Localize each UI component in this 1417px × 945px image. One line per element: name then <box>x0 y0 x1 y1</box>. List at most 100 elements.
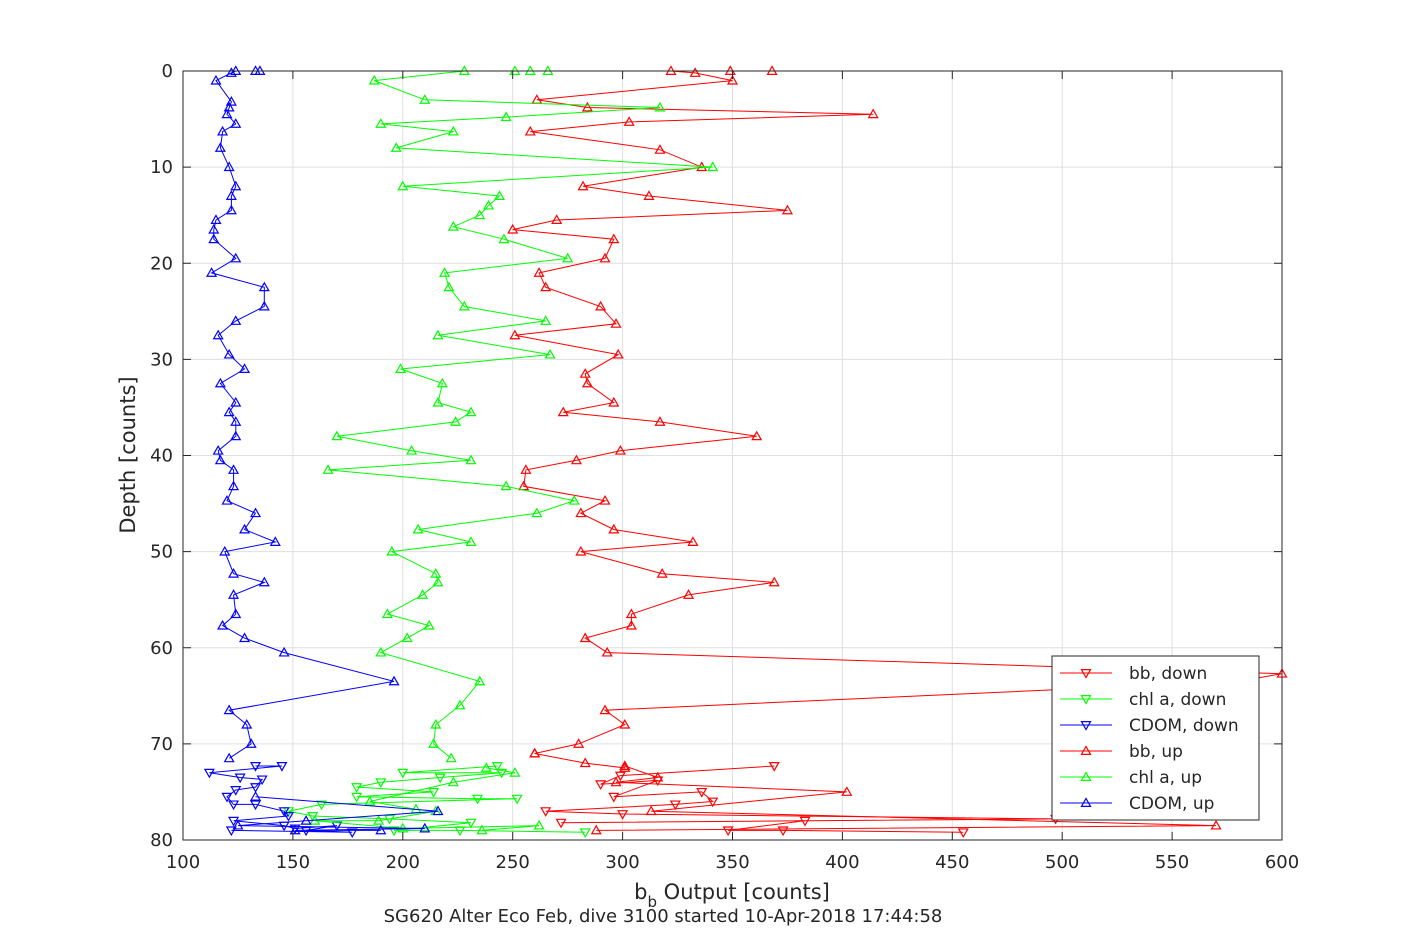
data-point <box>610 318 622 328</box>
data-point <box>269 536 281 546</box>
series-line <box>237 796 439 831</box>
data-point <box>568 494 580 505</box>
data-point <box>590 824 602 835</box>
data-point <box>406 444 418 455</box>
x-tick-label: 500 <box>1045 852 1079 873</box>
data-point <box>221 108 233 119</box>
series-layer <box>203 65 1288 839</box>
series-1 <box>282 762 591 839</box>
data-point <box>223 704 235 715</box>
legend-marker <box>1080 721 1092 731</box>
data-point <box>419 94 431 104</box>
data-point <box>368 74 380 85</box>
data-point <box>419 822 431 833</box>
data-point <box>612 348 624 359</box>
data-point <box>397 180 409 191</box>
data-point <box>493 190 506 200</box>
data-point <box>579 632 591 643</box>
data-point <box>388 826 400 837</box>
y-tick-label: 60 <box>150 638 173 659</box>
data-point <box>573 738 585 748</box>
data-point <box>214 454 226 465</box>
data-point <box>212 329 224 340</box>
data-point <box>768 762 780 772</box>
data-point <box>474 675 486 686</box>
data-point <box>643 190 655 200</box>
data-point <box>465 406 477 417</box>
series-7 <box>322 65 719 763</box>
x-tick-label: 450 <box>935 852 969 873</box>
data-point <box>509 767 521 777</box>
series-6 <box>507 65 1288 758</box>
data-point <box>223 406 235 417</box>
legend-label: CDOM, up <box>1129 794 1214 814</box>
data-point <box>1210 819 1222 830</box>
data-point <box>491 762 503 772</box>
data-point <box>500 111 512 122</box>
data-point <box>432 329 444 340</box>
data-point <box>375 646 387 657</box>
data-point <box>432 576 444 587</box>
data-point <box>223 161 235 172</box>
data-point <box>214 377 226 388</box>
series-line <box>288 765 586 833</box>
data-point <box>529 747 541 758</box>
data-point <box>625 619 637 630</box>
chart-caption: SG620 Alter Eco Feb, dive 3100 started 1… <box>384 906 943 927</box>
data-point <box>601 646 613 657</box>
data-point <box>258 300 270 311</box>
data-point <box>476 824 488 835</box>
data-point <box>250 762 262 772</box>
data-point <box>570 454 582 465</box>
data-point <box>498 233 510 244</box>
data-point <box>397 768 409 779</box>
data-point <box>555 818 567 829</box>
data-point <box>230 608 242 619</box>
ticks: 100 150 200 250 300 350 400 450 500 550 600 0 10 20 30… <box>150 61 1299 873</box>
data-point <box>599 252 611 263</box>
data-point <box>206 267 218 277</box>
data-point <box>575 507 587 518</box>
data-point <box>707 161 719 172</box>
data-point <box>230 252 242 263</box>
y-tick-label: 50 <box>150 542 173 563</box>
x-axis-label-main: b <box>634 880 647 904</box>
data-point <box>230 118 242 128</box>
data-point <box>608 233 620 244</box>
data-point <box>228 568 240 578</box>
legend-label: CDOM, down <box>1129 716 1239 736</box>
data-point <box>228 800 240 811</box>
data-point <box>524 65 536 75</box>
data-point <box>228 816 240 827</box>
legend-marker <box>1080 695 1092 705</box>
data-point <box>436 377 448 388</box>
data-point <box>531 507 543 518</box>
data-point <box>533 819 545 830</box>
data-point <box>234 773 246 784</box>
data-point <box>471 794 484 805</box>
legend-marker <box>1080 745 1092 755</box>
data-point <box>599 704 611 715</box>
data-point <box>241 718 253 729</box>
data-point <box>386 545 398 556</box>
data-point <box>282 811 295 822</box>
data-point <box>608 396 620 407</box>
data-point <box>507 223 519 234</box>
data-point <box>428 787 440 798</box>
y-tick-label: 70 <box>150 734 173 755</box>
data-point <box>208 223 220 234</box>
legend-label: bb, up <box>1129 742 1183 762</box>
data-point <box>331 821 343 832</box>
data-point <box>351 783 363 793</box>
data-point <box>225 190 237 200</box>
data-point <box>645 805 657 816</box>
data-point <box>381 608 393 619</box>
data-point <box>225 96 237 106</box>
data-point <box>781 204 793 215</box>
data-point <box>214 142 226 152</box>
data-point <box>608 523 620 534</box>
series-5 <box>232 791 444 835</box>
series-8 <box>206 65 400 763</box>
data-point <box>665 65 677 75</box>
data-point <box>228 589 240 599</box>
